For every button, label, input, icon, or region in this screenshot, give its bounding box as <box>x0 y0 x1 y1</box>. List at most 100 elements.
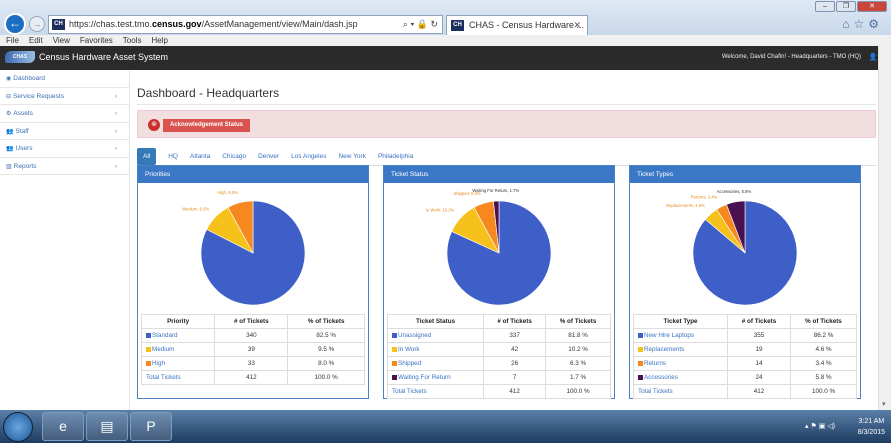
tray-icons[interactable]: ▴ ⚑ ▣ ◁) <box>805 423 835 430</box>
row-count: 340 <box>214 328 289 343</box>
back-button[interactable]: ← <box>4 13 26 35</box>
forward-button[interactable]: → <box>29 16 45 32</box>
menu-tools[interactable]: Tools <box>122 36 142 45</box>
explorer-taskbar-icon[interactable]: ▤ <box>86 412 128 441</box>
table-row: Replacements 19 4.6 % <box>632 342 857 357</box>
menu-edit[interactable]: Edit <box>28 36 43 45</box>
row-label-cell[interactable]: Standard <box>140 328 216 343</box>
pie-label: Shipped, 6.3% <box>453 191 481 196</box>
clock[interactable]: 3:21 AM 8/3/2015 <box>858 416 885 438</box>
tab-philadelphia[interactable]: Philadelphia <box>377 153 414 160</box>
tab-atlanta[interactable]: Atlanta <box>189 153 211 160</box>
acknowledgement-status-label: Acknowledgement Status <box>163 118 251 132</box>
legend-swatch-icon <box>392 332 397 338</box>
vertical-scrollbar[interactable]: ▾ <box>878 46 891 410</box>
sidebar-item-dashboard[interactable]: ◉ Dashboard <box>0 70 129 88</box>
row-count: 19 <box>727 342 791 357</box>
row-label-cell[interactable]: Returns <box>632 356 729 371</box>
tab-new-york[interactable]: New York <box>338 153 366 160</box>
ticket-table: Ticket Type # of Tickets% of Tickets New H… <box>632 314 857 399</box>
sidebar-item-label: Reports <box>13 162 37 170</box>
table-row: High 33 8.0 % <box>140 356 365 371</box>
powerpoint-taskbar-icon[interactable]: P <box>130 412 172 441</box>
tab-chicago[interactable]: Chicago <box>222 153 247 160</box>
row-label: In Work <box>398 346 420 353</box>
pie-chart: Unassigned, 81.8%In Work, 10.2%Shipped, … <box>384 183 614 316</box>
sidebar-item-staff[interactable]: 👥 Staff ‹ <box>0 123 129 140</box>
row-percent: 4.6 % <box>790 342 857 357</box>
row-percent: 8.0 % <box>287 356 365 371</box>
maximize-button[interactable]: ❐ <box>836 1 856 12</box>
close-window-button[interactable]: ✕ <box>857 1 887 12</box>
row-label-cell[interactable]: High <box>140 356 216 371</box>
panel-ticket-status: Ticket StatusUnassigned, 81.8%In Work, 1… <box>383 165 615 399</box>
page-title: Dashboard - Headquarters <box>137 86 280 100</box>
url-path: /AssetManagement/view/Main/dash.jsp <box>201 19 358 29</box>
row-label: Returns <box>644 360 667 367</box>
scroll-down-icon[interactable]: ▾ <box>882 401 886 408</box>
pie-slice-high[interactable] <box>227 200 254 254</box>
tab-all[interactable]: All <box>137 148 157 165</box>
tab-los-angeles[interactable]: Los Angeles <box>291 153 327 160</box>
col-header-count: # of Tickets <box>483 314 547 329</box>
tab-close-icon[interactable]: ✕ <box>573 20 581 30</box>
total-label[interactable]: Total Tickets <box>386 384 485 399</box>
total-label[interactable]: Total Tickets <box>140 370 216 385</box>
address-actions[interactable]: ⌕ ▾ 🔒 ↻ <box>402 19 438 29</box>
pie-label: Medium, 9.5% <box>182 207 209 212</box>
acknowledgement-status-button[interactable]: ⊗ Acknowledgement Status <box>148 118 251 132</box>
sidebar-item-assets[interactable]: ⚙ Assets ‹ <box>0 105 129 123</box>
app-navbar: CHAS Census Hardware Asset System Welcom… <box>0 46 891 70</box>
row-percent: 86.2 % <box>790 328 857 343</box>
pie-slice-accessories[interactable] <box>726 200 746 254</box>
tab-title: CHAS - Census Hardware ... <box>469 20 585 30</box>
chas-logo: CHAS <box>5 51 35 63</box>
tab-favicon-icon: CH <box>451 20 464 31</box>
url-domain: census.gov <box>152 19 202 29</box>
menu-file[interactable]: File <box>6 36 19 45</box>
staff-icon: 👥 <box>6 128 14 135</box>
browser-toolbar-icons[interactable]: ⌂☆⚙ <box>842 17 883 31</box>
chevron-left-icon: ‹ <box>114 127 117 135</box>
col-header-count: # of Tickets <box>727 314 791 329</box>
pie-label: Replacements, 4.6% <box>666 203 705 208</box>
pie-slice-standard[interactable] <box>200 200 306 306</box>
total-count: 412 <box>483 384 547 399</box>
col-header-category: Ticket Status <box>386 314 485 329</box>
menu-view[interactable]: View <box>52 36 70 45</box>
pie-slice-waiting-for-return[interactable] <box>493 200 500 254</box>
start-button[interactable] <box>3 412 33 442</box>
brand[interactable]: CHAS Census Hardware Asset System <box>5 51 168 63</box>
row-label-cell[interactable]: Waiting For Return <box>386 370 485 385</box>
row-label-cell[interactable]: Replacements <box>632 342 729 357</box>
clock-date: 8/3/2015 <box>857 429 885 436</box>
row-label: Accessories <box>644 374 678 381</box>
row-label-cell[interactable]: Unassigned <box>386 328 485 343</box>
menu-favorites[interactable]: Favorites <box>79 36 113 45</box>
legend-swatch-icon <box>146 360 151 366</box>
row-label-cell[interactable]: New Hire Laptops <box>632 328 729 343</box>
ie-taskbar-icon[interactable]: e <box>42 412 84 441</box>
menu-help[interactable]: Help <box>151 36 168 45</box>
sidebar-item-label: Assets <box>13 110 33 117</box>
row-percent: 5.8 % <box>790 370 857 385</box>
legend-swatch-icon <box>392 374 397 380</box>
sidebar-item-service-requests[interactable]: ⊟ Service Requests ‹ <box>0 88 129 105</box>
row-label-cell[interactable]: Medium <box>140 342 216 357</box>
sidebar-item-users[interactable]: 👥 Users ‹ <box>0 140 129 158</box>
users-icon: 👥 <box>6 146 14 152</box>
row-label-cell[interactable]: Accessories <box>632 370 729 385</box>
row-count: 337 <box>483 328 547 343</box>
row-percent: 6.3 % <box>545 356 611 371</box>
sidebar-item-reports[interactable]: ▥ Reports ‹ <box>0 158 129 175</box>
row-label-cell[interactable]: In Work <box>386 342 485 357</box>
address-bar[interactable]: CH https://chas.test.tmo.census.gov/Asse… <box>48 15 443 34</box>
tab-hq[interactable]: HQ <box>168 153 178 160</box>
total-label[interactable]: Total Tickets <box>632 384 729 399</box>
welcome-text: Welcome, David Chafin! - Headquarters - … <box>721 54 861 60</box>
assets-icon: ⚙ <box>6 111 12 117</box>
browser-tab[interactable]: CH CHAS - Census Hardware ... ✕ <box>446 15 588 35</box>
row-label-cell[interactable]: Shipped <box>386 356 485 371</box>
minimize-button[interactable]: – <box>815 1 835 12</box>
tab-denver[interactable]: Denver <box>258 153 280 160</box>
